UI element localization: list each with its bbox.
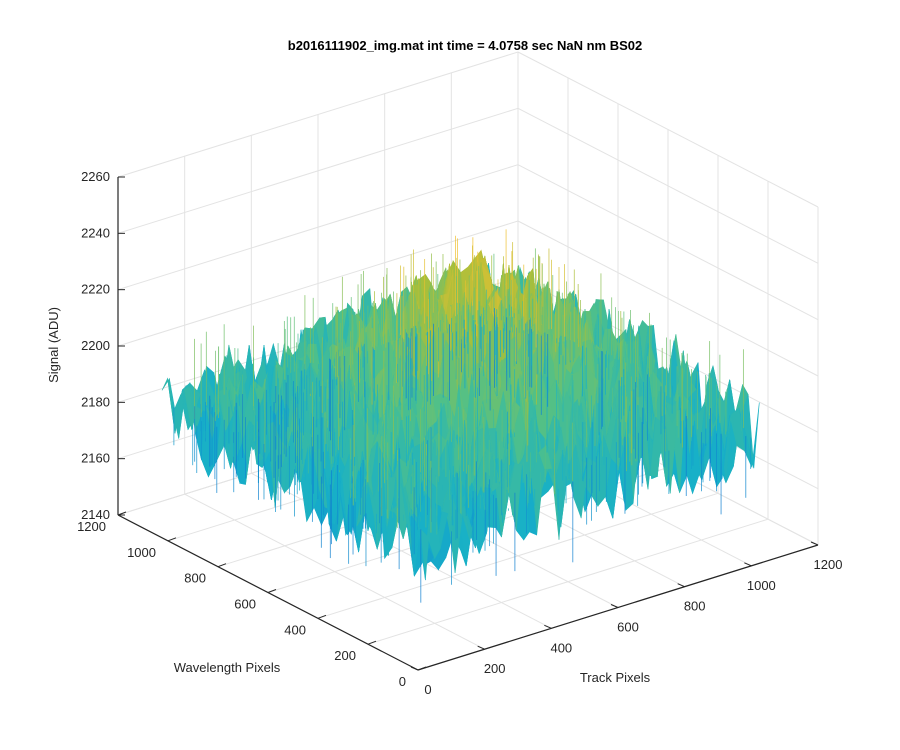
y-tick-label: 0 <box>399 674 406 689</box>
y-tick-labels: 0 200 400 600 800 1000 1200 <box>77 519 406 689</box>
z-tick-label: 2160 <box>81 451 110 466</box>
y-tick-mark <box>417 666 427 671</box>
z-axis-label: Signal (ADU) <box>46 307 61 383</box>
grid-line <box>367 518 769 645</box>
axes-layer <box>117 176 819 671</box>
z-tick-label: 2240 <box>81 225 110 240</box>
z-tick-labels: 2140 2160 2180 2200 2220 2240 2260 <box>81 169 110 522</box>
chart-title: b2016111902_img.mat int time = 4.0758 se… <box>288 38 642 53</box>
x-tick-label: 0 <box>424 682 431 697</box>
grid-line <box>317 492 719 619</box>
x-tick-label: 800 <box>684 599 706 614</box>
z-tick-label: 2140 <box>81 507 110 522</box>
grid-line <box>517 220 819 377</box>
grid-line <box>117 164 519 291</box>
y-tick-mark <box>267 589 277 593</box>
y-axis-label: Wavelength Pixels <box>174 660 281 675</box>
x-tick-mark <box>544 624 552 629</box>
y-tick-label: 800 <box>184 571 206 586</box>
y-tick-label: 400 <box>284 622 306 637</box>
x-tick-mark <box>477 645 485 650</box>
x-tick-mark <box>810 541 819 546</box>
x-axis-label: Track Pixels <box>580 670 651 685</box>
surface <box>161 229 760 603</box>
x-tick-mark <box>410 666 419 671</box>
x-tick-mark <box>677 583 685 588</box>
y-tick-mark <box>217 563 227 568</box>
y-tick-label: 1200 <box>77 519 106 534</box>
x-tick-label: 1200 <box>814 557 843 572</box>
x-tick-label: 1000 <box>747 578 776 593</box>
grid-line <box>117 107 519 234</box>
y-tick-label: 200 <box>334 648 356 663</box>
x-tick-labels: 0 200 400 600 800 1000 1200 <box>424 557 842 697</box>
x-tick-label: 600 <box>617 620 639 635</box>
z-tick-label: 2180 <box>81 394 110 409</box>
y-tick-mark <box>167 537 177 542</box>
z-tick-label: 2220 <box>81 282 110 297</box>
x-tick-label: 400 <box>550 640 572 655</box>
grid-line <box>517 107 819 264</box>
grid-line <box>517 164 819 321</box>
y-tick-mark <box>367 640 377 645</box>
y-tick-mark <box>317 614 327 619</box>
z-tick-label: 2260 <box>81 169 110 184</box>
grid-line <box>117 220 519 347</box>
y-tick-label: 600 <box>234 597 256 612</box>
grid-line <box>517 51 819 208</box>
x-tick-mark <box>610 604 619 608</box>
y-tick-label: 1000 <box>127 545 156 560</box>
x-tick-label: 200 <box>484 661 506 676</box>
z-tick-label: 2200 <box>81 338 110 353</box>
grid-line <box>117 51 519 178</box>
x-tick-mark <box>744 562 752 567</box>
